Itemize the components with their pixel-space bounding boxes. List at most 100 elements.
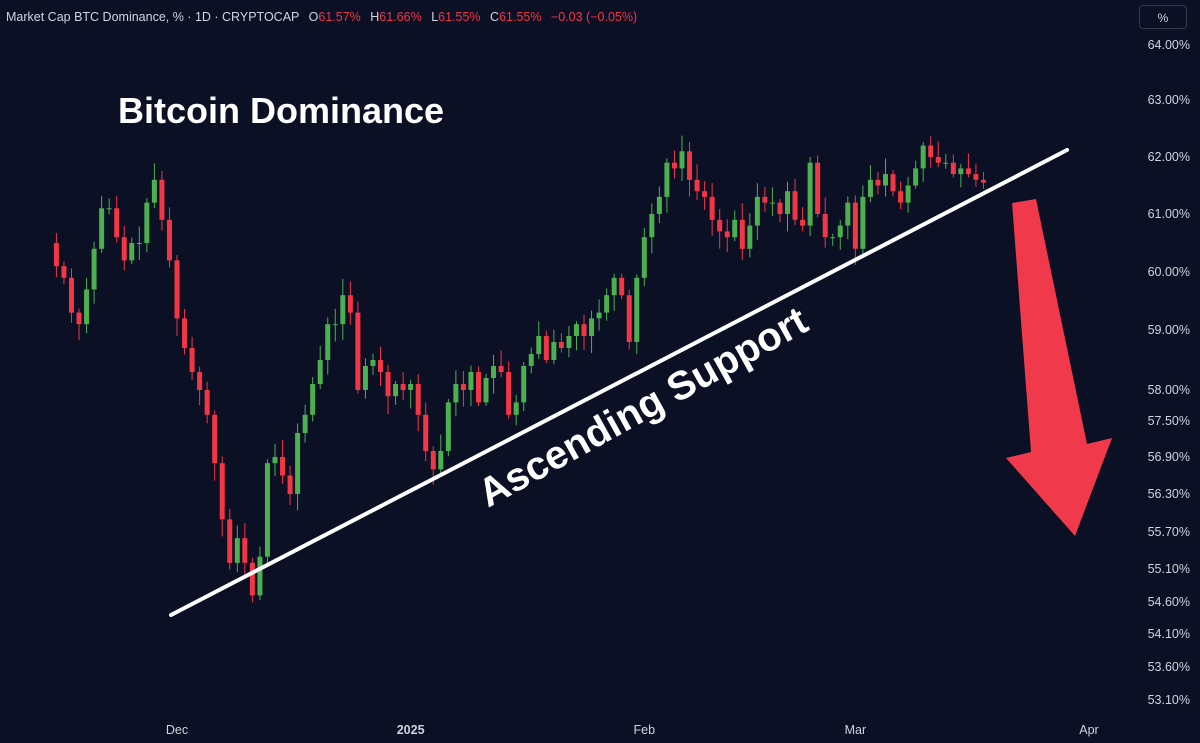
candle-body bbox=[393, 384, 399, 397]
candle-body bbox=[724, 231, 730, 238]
candle-body bbox=[709, 196, 715, 220]
change-value: −0.03 (−0.05%) bbox=[550, 10, 638, 24]
candle-body bbox=[475, 372, 481, 403]
candle-body bbox=[362, 366, 368, 390]
candle-body bbox=[604, 295, 610, 313]
candle-body bbox=[528, 354, 534, 366]
candle-body bbox=[800, 219, 806, 226]
candle-body bbox=[189, 348, 195, 372]
candle-body bbox=[272, 457, 278, 464]
support-line-label: Ascending Support bbox=[471, 299, 815, 516]
candle-body bbox=[732, 219, 738, 238]
candle-body bbox=[468, 372, 474, 390]
percent-scale-button[interactable]: % bbox=[1139, 5, 1187, 29]
candle-body bbox=[943, 162, 949, 164]
y-tick-label: 62.00% bbox=[1148, 150, 1190, 164]
candle-body bbox=[671, 162, 677, 169]
candle-body bbox=[822, 214, 828, 238]
candle-body bbox=[573, 324, 579, 336]
candle-body bbox=[317, 360, 323, 384]
candle-body bbox=[626, 295, 632, 342]
high-value: 61.66% bbox=[379, 10, 422, 24]
candle-body bbox=[159, 179, 165, 220]
candle-body bbox=[136, 243, 142, 244]
candle-body bbox=[498, 366, 504, 372]
candle-body bbox=[664, 162, 670, 197]
candle-body bbox=[656, 196, 662, 214]
chart-title: Bitcoin Dominance bbox=[118, 90, 445, 131]
candle-body bbox=[257, 556, 263, 596]
candle-body bbox=[807, 162, 813, 226]
candle-body bbox=[453, 384, 459, 403]
candle-body bbox=[950, 162, 956, 175]
candle-body bbox=[264, 463, 270, 557]
candle-body bbox=[197, 372, 203, 390]
candle-body bbox=[717, 219, 723, 232]
candle-body bbox=[144, 202, 150, 243]
candle-body bbox=[935, 157, 941, 163]
candle-body bbox=[852, 202, 858, 249]
candle-body bbox=[219, 463, 225, 520]
candle-body bbox=[438, 451, 444, 470]
candle-body bbox=[129, 243, 135, 261]
low-label: L bbox=[431, 10, 439, 24]
candle-body bbox=[860, 196, 866, 249]
candle-body bbox=[325, 324, 331, 360]
y-tick-label: 63.00% bbox=[1148, 93, 1190, 107]
candle-body bbox=[76, 312, 82, 325]
candle-body bbox=[166, 219, 172, 261]
y-tick-label: 53.10% bbox=[1148, 693, 1190, 707]
candle-body bbox=[905, 185, 911, 203]
candle-body bbox=[174, 260, 180, 319]
candle-body bbox=[310, 384, 316, 415]
chart-header: Market Cap BTC Dominance, % · 1D · CRYPT… bbox=[6, 10, 637, 24]
candle-body bbox=[415, 384, 421, 415]
candle-body bbox=[980, 179, 986, 183]
candle-body bbox=[506, 372, 512, 415]
candle-body bbox=[958, 168, 964, 175]
candle-body bbox=[53, 243, 59, 267]
candle-body bbox=[965, 168, 971, 175]
candle-body bbox=[68, 277, 74, 313]
candle-body bbox=[543, 336, 549, 360]
candle-body bbox=[890, 174, 896, 192]
candle-body bbox=[234, 538, 240, 563]
candle-body bbox=[649, 214, 655, 238]
open-label: O bbox=[308, 10, 319, 24]
candle-body bbox=[483, 378, 489, 403]
x-tick-label: Mar bbox=[845, 723, 867, 737]
y-tick-label: 56.90% bbox=[1148, 450, 1190, 464]
low-value: 61.55% bbox=[438, 10, 481, 24]
candle-body bbox=[754, 196, 760, 226]
candle-body bbox=[830, 237, 836, 239]
candle-body bbox=[513, 402, 519, 415]
candle-body bbox=[566, 336, 572, 348]
candle-body bbox=[777, 202, 783, 214]
candle-body bbox=[619, 277, 625, 296]
y-tick-label: 54.10% bbox=[1148, 627, 1190, 641]
candle-body bbox=[121, 237, 127, 261]
candle-body bbox=[61, 266, 67, 278]
candle-body bbox=[551, 342, 557, 360]
symbol-info[interactable]: Market Cap BTC Dominance, % · 1D · CRYPT… bbox=[6, 10, 300, 24]
candle-body bbox=[212, 414, 218, 464]
candle-body bbox=[295, 433, 301, 494]
time-axis: Dec 2025 Feb Mar Apr bbox=[166, 723, 1099, 737]
y-tick-label: 64.00% bbox=[1148, 38, 1190, 52]
down-arrow-icon bbox=[1006, 199, 1112, 536]
candle-body bbox=[430, 451, 436, 470]
y-tick-label: 55.10% bbox=[1148, 562, 1190, 576]
x-tick-label: Dec bbox=[166, 723, 188, 737]
y-tick-label: 59.00% bbox=[1148, 323, 1190, 337]
candle-body bbox=[249, 562, 255, 596]
candle-body bbox=[521, 366, 527, 403]
candles-group bbox=[53, 135, 986, 603]
high-label: H bbox=[370, 10, 380, 24]
candle-body bbox=[792, 191, 798, 220]
x-tick-label: Apr bbox=[1079, 723, 1098, 737]
close-value: 61.55% bbox=[499, 10, 542, 24]
y-tick-label: 53.60% bbox=[1148, 660, 1190, 674]
candle-body bbox=[837, 225, 843, 238]
candle-body bbox=[679, 151, 685, 169]
